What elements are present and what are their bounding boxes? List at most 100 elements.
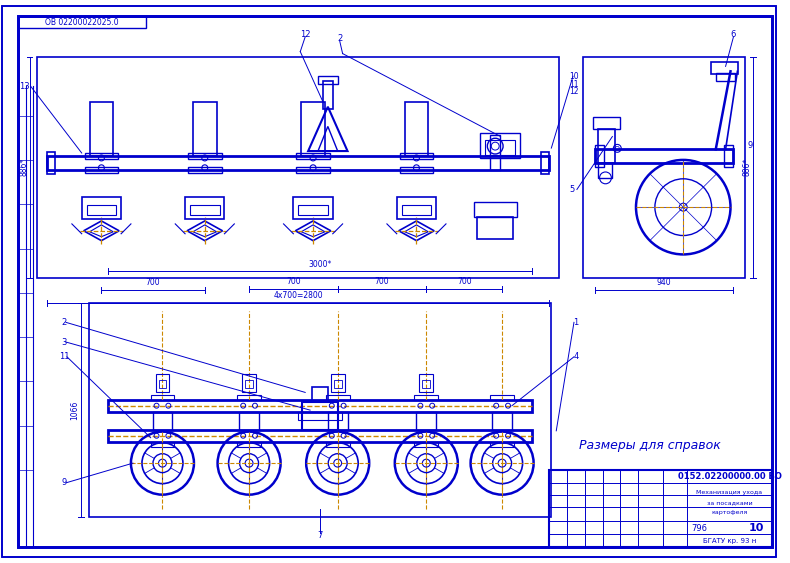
Bar — [583, 56, 745, 278]
Text: 2: 2 — [62, 318, 66, 327]
Bar — [597, 129, 615, 163]
Bar — [318, 76, 337, 84]
Bar — [397, 197, 436, 219]
Bar — [541, 152, 549, 174]
Bar — [491, 441, 514, 446]
Bar — [331, 374, 344, 392]
Text: 940: 940 — [656, 279, 672, 288]
Bar — [303, 402, 337, 430]
Bar — [108, 400, 532, 412]
Bar — [159, 380, 167, 388]
Bar — [400, 167, 433, 173]
Bar — [156, 374, 169, 392]
Text: Механизация ухода: Механизация ухода — [697, 490, 762, 495]
Bar — [473, 202, 517, 217]
Text: 7: 7 — [318, 530, 322, 539]
Bar — [595, 149, 733, 163]
Bar — [81, 197, 121, 219]
Bar — [485, 140, 515, 155]
Bar — [47, 156, 549, 170]
Bar — [404, 102, 428, 156]
Bar — [416, 412, 436, 430]
Bar — [299, 205, 328, 215]
Text: 9: 9 — [62, 479, 66, 488]
Bar — [323, 81, 333, 109]
Bar — [480, 133, 520, 158]
Bar — [89, 102, 113, 156]
Text: Размеры для справок: Размеры для справок — [579, 439, 720, 452]
Bar — [85, 167, 118, 173]
Bar — [17, 16, 145, 28]
Text: 12: 12 — [570, 87, 579, 96]
Bar — [152, 412, 172, 430]
Bar — [37, 56, 559, 278]
Bar — [312, 387, 328, 402]
Bar — [419, 374, 433, 392]
Bar — [595, 145, 604, 167]
Bar — [597, 163, 612, 178]
Bar — [328, 412, 348, 430]
Text: 9: 9 — [747, 141, 753, 150]
Bar — [325, 441, 349, 446]
Bar — [237, 441, 261, 446]
Bar — [491, 395, 514, 400]
Bar — [239, 412, 259, 430]
Bar — [549, 470, 772, 547]
Bar — [47, 152, 55, 174]
Bar — [293, 197, 333, 219]
Text: 700: 700 — [457, 278, 472, 287]
Text: картофеля: картофеля — [712, 510, 747, 515]
Text: ОВ 02200022025.0: ОВ 02200022025.0 — [45, 17, 118, 26]
Bar — [333, 380, 341, 388]
Bar — [296, 153, 329, 159]
Bar — [108, 430, 532, 441]
Bar — [492, 412, 512, 430]
Text: 3: 3 — [62, 338, 66, 347]
Text: 2: 2 — [337, 34, 342, 43]
Bar — [243, 374, 256, 392]
Text: 10: 10 — [748, 523, 764, 533]
Bar — [491, 135, 500, 170]
Bar — [423, 380, 431, 388]
Text: 12: 12 — [300, 30, 310, 39]
Bar — [415, 395, 438, 400]
Text: 4: 4 — [574, 352, 578, 361]
Text: за посадками: за посадками — [707, 500, 752, 505]
Text: 700: 700 — [286, 278, 301, 287]
Text: 700: 700 — [374, 278, 389, 287]
Bar — [88, 303, 551, 517]
Text: 6: 6 — [731, 30, 736, 39]
Bar — [151, 395, 175, 400]
Bar — [188, 153, 221, 159]
Text: 13: 13 — [19, 82, 29, 91]
Text: 4x700=2800: 4x700=2800 — [273, 291, 323, 300]
Text: 0152.02200000.00 БО: 0152.02200000.00 БО — [678, 472, 781, 481]
Bar — [245, 380, 253, 388]
Bar — [185, 197, 224, 219]
Bar — [301, 102, 325, 156]
Text: 1066: 1066 — [70, 400, 79, 419]
Text: 1: 1 — [574, 318, 578, 327]
Bar — [400, 153, 433, 159]
Text: БГАТУ кр. 93 н: БГАТУ кр. 93 н — [703, 538, 756, 544]
Text: 796: 796 — [691, 524, 707, 533]
Text: 3000*: 3000* — [308, 260, 332, 269]
Bar — [151, 441, 175, 446]
Bar — [85, 153, 118, 159]
Bar — [188, 167, 221, 173]
Bar — [592, 117, 620, 129]
Bar — [190, 205, 220, 215]
Bar — [296, 167, 329, 173]
Text: 886*: 886* — [19, 158, 28, 176]
Text: 11: 11 — [58, 352, 70, 361]
Bar — [716, 73, 735, 81]
Text: 700: 700 — [146, 279, 160, 288]
Bar — [415, 441, 438, 446]
Bar — [87, 205, 116, 215]
Bar — [477, 217, 513, 239]
Bar — [237, 395, 261, 400]
Bar — [401, 205, 431, 215]
Text: 11: 11 — [570, 79, 579, 88]
Text: 5: 5 — [570, 185, 575, 194]
Text: 886*: 886* — [743, 158, 752, 176]
